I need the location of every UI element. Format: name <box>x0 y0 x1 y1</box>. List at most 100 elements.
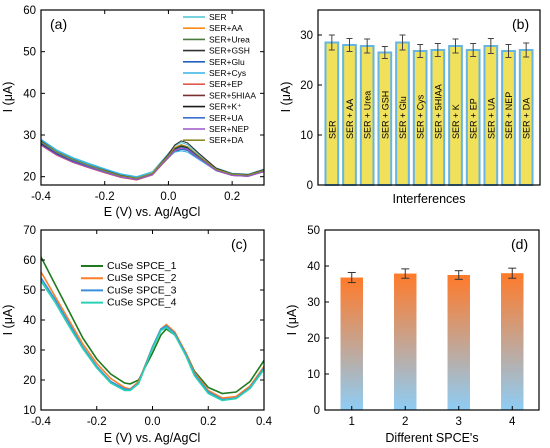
y-tick-label: 50 <box>23 285 36 297</box>
y-tick-label: 20 <box>23 172 36 184</box>
legend-entry: SER+Glu <box>209 57 245 67</box>
y-tick-label: 40 <box>23 88 36 100</box>
panel-a-frame <box>40 9 265 186</box>
x-tick-label: 0.2 <box>224 191 240 203</box>
y-tick-label: 20 <box>23 375 36 387</box>
bar-category-label: SER + Urea <box>363 91 373 139</box>
legend-entry: SER <box>209 12 226 22</box>
panel-a-legend: SERSER+AASER+UreaSER+GSHSER+GluSER+CysSE… <box>183 12 256 145</box>
y-tick-label: 70 <box>23 225 36 237</box>
x-tick-label: 0.2 <box>200 416 216 428</box>
y-tick-label: 20 <box>300 80 313 92</box>
y-tick-label: 40 <box>307 261 320 273</box>
series-line-11 <box>41 144 264 181</box>
bar-category-label: SER + K <box>451 104 461 139</box>
bar <box>340 277 363 410</box>
x-tick-label: 0.0 <box>160 191 176 203</box>
panel-c-chart: -0.4 -0.2 0.0 0.2 0.4 10 20 30 40 50 60 70 (c) E (V… <box>1 225 273 445</box>
y-tick-label: 30 <box>307 297 320 309</box>
x-tick-label: -0.4 <box>31 416 51 428</box>
panel-d-ylabel: I (μA) <box>285 305 299 336</box>
y-tick-label: 40 <box>23 315 36 327</box>
legend-entry: SER+DA <box>209 135 244 145</box>
panel-a-ticks: -0.4 -0.2 0.0 0.2 20 30 40 50 60 <box>23 5 264 203</box>
bar-category-label: SER + Glu <box>398 96 408 139</box>
legend-entry: SER+5HIAA <box>209 90 256 100</box>
panel-c-frame <box>40 229 265 411</box>
bar-category-label: SER + EP <box>469 98 479 139</box>
panel-c-ticks: -0.4 -0.2 0.0 0.2 0.4 10 20 30 40 50 60 70 <box>23 225 272 428</box>
panel-d-frame <box>324 229 540 411</box>
panel-a-chart: -0.4 -0.2 0.0 0.2 20 30 40 50 60 (a) E (V) vs. A… <box>1 5 265 219</box>
y-tick-label: 20 <box>307 333 320 345</box>
legend-entry: SER+AA <box>209 23 243 33</box>
y-tick-label: 10 <box>307 369 320 381</box>
panel-b-ticks: 0 10 20 30 <box>300 30 322 192</box>
series-line-12 <box>41 141 264 179</box>
bar-category-label: SER + GSH <box>380 91 390 139</box>
panel-b-label: (b) <box>512 16 529 32</box>
legend-entry: CuSe SPCE_2 <box>107 272 177 284</box>
panel-b-chart: SER SER + AA SER + Urea SER + GSH SER + Glu S… <box>279 9 541 206</box>
panel-b-ylabel: I (μA) <box>279 82 293 113</box>
bar <box>394 273 417 410</box>
panel-a-ylabel: I (μA) <box>1 82 15 113</box>
bar-category-label: SER + Cys <box>416 94 426 139</box>
panel-d-bars-group <box>340 267 524 410</box>
legend-entry: CuSe SPCE_3 <box>107 284 177 296</box>
panel-b-xlabel: Interferences <box>393 192 466 206</box>
panel-c-label: (c) <box>231 236 247 252</box>
bar-category-label: SER + AA <box>345 99 355 139</box>
panel-d-label: (d) <box>511 236 528 252</box>
y-tick-label: 60 <box>23 5 36 17</box>
bar <box>324 41 340 186</box>
y-tick-label: 10 <box>300 130 313 142</box>
y-tick-label: 10 <box>23 405 36 417</box>
y-tick-label: 50 <box>23 47 36 59</box>
legend-entry: SER+Cys <box>209 68 246 78</box>
x-tick-label: 3 <box>456 416 462 428</box>
bar-category-label: SER + UA <box>486 98 496 139</box>
legend-entry: SER+K⁺ <box>209 102 242 112</box>
y-tick-label: 30 <box>300 30 313 42</box>
series-line-1 <box>41 256 264 395</box>
y-tick-label: 30 <box>23 345 36 357</box>
panel-a-series-group <box>41 138 264 181</box>
panel-b-bars-group: SER SER + AA SER + Urea SER + GSH SER + Glu S… <box>324 34 534 186</box>
x-tick-label: -0.2 <box>95 191 115 203</box>
y-tick-label: 60 <box>23 255 36 267</box>
x-tick-label: -0.4 <box>31 191 51 203</box>
legend-entry: SER+UA <box>209 113 244 123</box>
bar-category-label: SER <box>327 120 337 139</box>
bar <box>447 275 470 410</box>
x-tick-label: 2 <box>402 416 408 428</box>
panel-c-xlabel: E (V) vs. Ag/AgCl <box>104 431 201 445</box>
panel-a-label: (a) <box>50 16 67 32</box>
panel-c-ylabel: I (μA) <box>1 305 15 336</box>
x-tick-label: -0.2 <box>87 416 107 428</box>
bar-category-label: SER + 5HIAA <box>433 84 443 139</box>
x-tick-label: 0.4 <box>256 416 273 428</box>
bar <box>501 273 524 410</box>
y-tick-label: 0 <box>314 405 320 417</box>
legend-entry: SER+EP <box>209 79 243 89</box>
series-line-4 <box>41 280 264 402</box>
legend-entry: SER+GSH <box>209 46 250 56</box>
legend-entry: SER+Urea <box>209 34 250 44</box>
y-tick-label: 50 <box>307 225 320 237</box>
panel-c-series-group <box>41 256 264 402</box>
bar-category-label: SER + NEP <box>504 92 514 139</box>
y-tick-label: 0 <box>307 180 313 192</box>
panel-d-xlabel: Different SPCE's <box>385 431 478 445</box>
x-tick-label: 0.0 <box>145 416 161 428</box>
legend-entry: SER+NEP <box>209 124 249 134</box>
legend-entry: CuSe SPCE_1 <box>107 260 177 272</box>
bar-category-label: SER + DA <box>522 98 532 139</box>
y-tick-label: 30 <box>23 130 36 142</box>
x-tick-label: 4 <box>509 416 516 428</box>
panel-a-xlabel: E (V) vs. Ag/AgCl <box>104 205 201 219</box>
